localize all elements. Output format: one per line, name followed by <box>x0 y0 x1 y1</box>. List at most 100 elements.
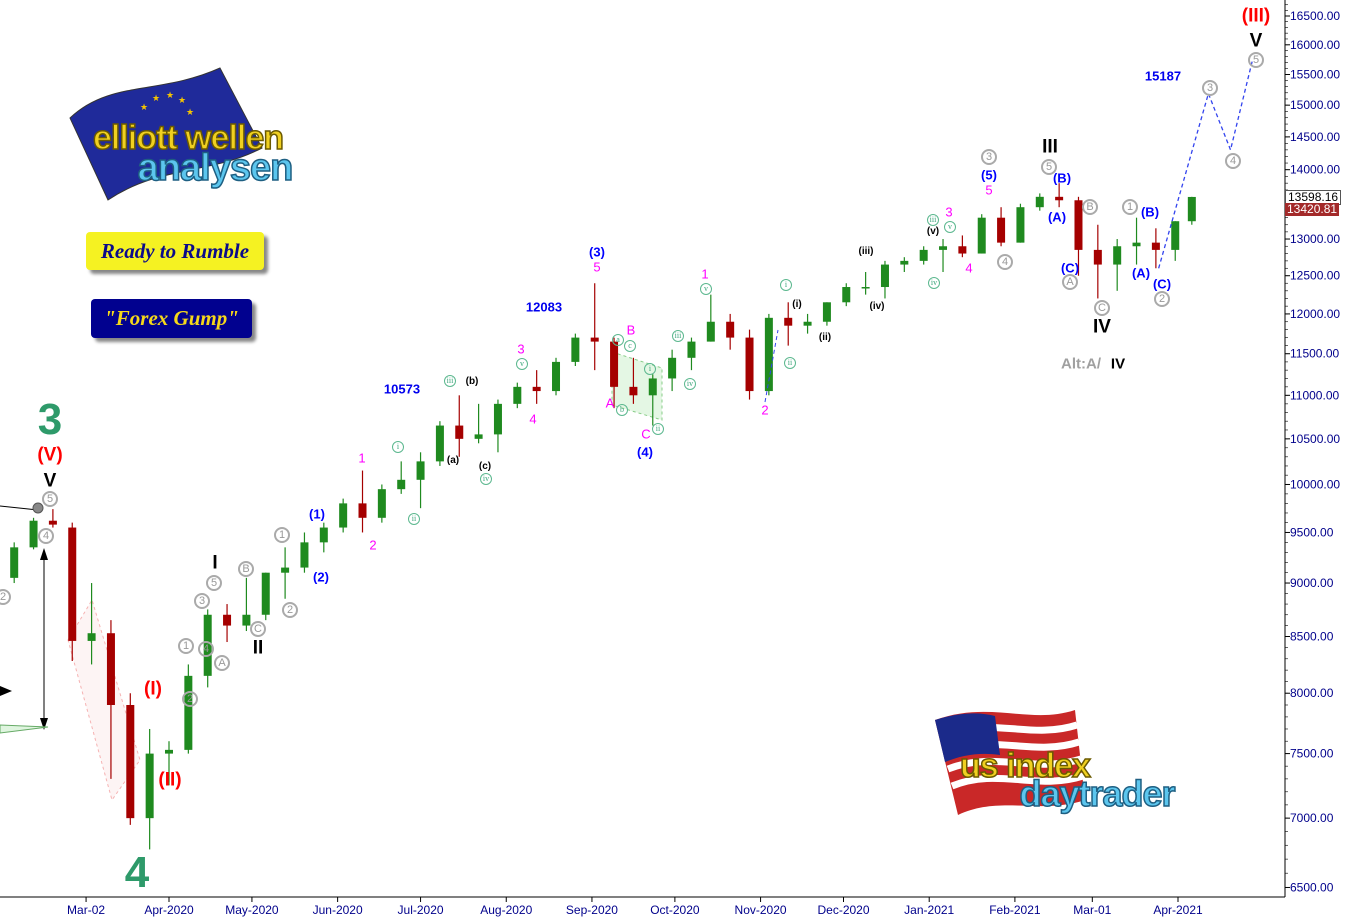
candle <box>629 357 638 404</box>
candle <box>455 395 464 457</box>
projection-path <box>1158 59 1254 269</box>
wave-label-circled: iii <box>927 214 939 226</box>
wave-label-circled: 2 <box>282 602 298 618</box>
last-price-tag: 13598.16 <box>1285 190 1342 205</box>
ready-to-rumble-button[interactable]: Ready to Rumble <box>86 232 264 270</box>
candle <box>68 522 77 662</box>
candle-body <box>165 749 173 754</box>
forex-gump-button[interactable]: "Forex Gump" <box>91 299 252 338</box>
candle-body <box>648 378 657 396</box>
candle <box>223 604 232 643</box>
candle <box>861 271 870 295</box>
candle-body <box>319 527 328 543</box>
y-tick-label: 12000.00 <box>1290 307 1340 321</box>
wave-label: (3) <box>589 244 605 260</box>
x-tick-label: Dec-2020 <box>817 903 869 917</box>
wave-label-circled: C <box>1094 300 1110 316</box>
candle-body <box>629 386 638 396</box>
candle <box>842 283 851 307</box>
candle-body <box>726 321 735 338</box>
x-tick-label: Feb-2021 <box>989 903 1041 917</box>
y-tick-label: 16000.00 <box>1290 38 1340 52</box>
x-tick-label: Mar-01 <box>1073 903 1111 917</box>
wave-label: (B) <box>1052 170 1072 186</box>
wave-label-circled: 5 <box>42 491 58 507</box>
candle <box>10 542 19 584</box>
wave-label-circled: 1 <box>178 638 194 654</box>
candle <box>339 498 348 533</box>
wave-label-circled: 4 <box>997 254 1013 270</box>
candle <box>1151 228 1160 269</box>
y-tick-label: 12500.00 <box>1290 269 1340 283</box>
candle <box>958 235 967 258</box>
wave-label: (i) <box>792 299 802 310</box>
candle-body <box>822 302 831 322</box>
candle-body <box>242 614 251 626</box>
candle <box>784 302 793 346</box>
candle-body <box>106 633 115 705</box>
wave-label: (C) <box>1152 276 1172 292</box>
candle-body <box>958 246 967 254</box>
wave-label-circled: b <box>616 404 628 416</box>
candle <box>880 260 889 299</box>
candle <box>358 470 367 533</box>
y-tick-label: 9500.00 <box>1290 525 1334 539</box>
candle <box>919 246 928 265</box>
wave-label-circled: 4 <box>1225 153 1241 169</box>
x-tick-label: Jun-2020 <box>313 903 363 917</box>
candle-body <box>126 704 135 819</box>
candle <box>29 517 38 550</box>
candle <box>145 728 154 850</box>
wave-label: (iii) <box>858 246 874 257</box>
candle-body <box>687 341 696 358</box>
y-tick-label: 13000.00 <box>1290 232 1340 246</box>
candle <box>87 583 96 665</box>
x-tick-label: May-2020 <box>225 903 279 917</box>
wave-label: (4) <box>637 444 653 460</box>
y-tick-label: 15000.00 <box>1290 98 1340 112</box>
arrow-down-icon <box>40 718 48 730</box>
wave-label-circled: i <box>644 363 656 375</box>
candle-body <box>513 386 522 404</box>
y-tick-label: 16500.00 <box>1290 9 1340 23</box>
candle-body <box>435 425 444 462</box>
y-tick-label: 11000.00 <box>1290 388 1339 402</box>
wave-label-circled: i <box>780 279 792 291</box>
candle <box>493 399 502 453</box>
svg-text:★: ★ <box>178 95 186 105</box>
wave-label-circled: 5 <box>206 575 222 591</box>
candle-body <box>223 614 232 626</box>
wave-label: IV <box>1110 355 1126 373</box>
svg-text:★: ★ <box>186 107 194 117</box>
candle-body <box>281 567 290 573</box>
wave-label-circled: 3 <box>194 593 210 609</box>
wave-label: Alt:A/ <box>1061 355 1101 373</box>
us-flag-icon <box>935 710 1085 815</box>
y-axis: 16500.00 16000.00 15500.00 15000.00 14500.00… <box>1284 0 1340 897</box>
candle <box>281 547 290 599</box>
elliott-wellen-logo: ★★ ★ ★★ <box>69 67 263 201</box>
candle-body <box>571 337 580 362</box>
candle <box>997 207 1006 247</box>
candle <box>687 337 696 371</box>
wave-label: 10573 <box>383 381 421 397</box>
candle <box>1016 203 1025 243</box>
candle-body <box>590 337 599 342</box>
arrow-marker-icon <box>32 502 44 514</box>
candle-body <box>1113 246 1122 265</box>
wave-label: (C) <box>1060 260 1080 276</box>
wave-label: (V) <box>37 444 63 466</box>
candle-body <box>900 260 909 265</box>
y-tick-label: 10000.00 <box>1290 477 1340 491</box>
candle-body <box>68 527 77 641</box>
candle-body <box>764 317 773 392</box>
candle <box>242 577 251 632</box>
projection-wave-2 <box>764 329 779 403</box>
candle-body <box>668 357 677 379</box>
wave-label: III <box>1042 136 1058 158</box>
y-tick-label: 8000.00 <box>1290 686 1334 700</box>
candle-body <box>1074 200 1083 250</box>
candle-body <box>997 217 1006 243</box>
wave-label-circled: v <box>700 283 712 295</box>
candle-body <box>745 337 754 392</box>
